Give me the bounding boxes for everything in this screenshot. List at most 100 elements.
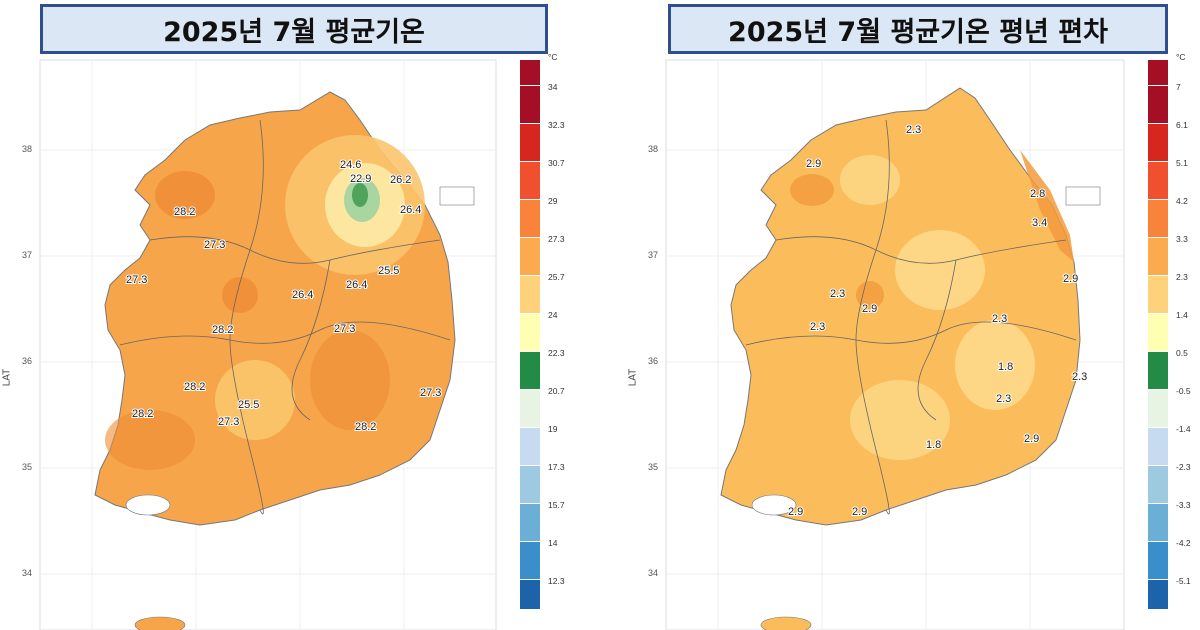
legend-swatch bbox=[1148, 60, 1168, 86]
lat-tick: 37 bbox=[648, 250, 659, 260]
contour-label: 27.3 bbox=[218, 416, 239, 428]
legend-swatch bbox=[1148, 200, 1168, 238]
contour-label: 24.6 bbox=[340, 159, 361, 171]
contour-label: 28.2 bbox=[355, 421, 376, 433]
legend-label: 34 bbox=[548, 82, 558, 92]
contour-label: 26.2 bbox=[390, 174, 411, 186]
contour-label: 26.4 bbox=[292, 289, 313, 301]
legend-swatch bbox=[520, 276, 540, 314]
contour-label: 2.9 bbox=[852, 506, 867, 518]
legend-swatch bbox=[1148, 542, 1168, 580]
legend-label: 25.7 bbox=[548, 272, 565, 282]
legend-label: 5.1 bbox=[1176, 158, 1188, 168]
legend-label: 17.3 bbox=[548, 462, 565, 472]
legend-unit: °C bbox=[1176, 52, 1186, 62]
legend-swatch bbox=[1148, 390, 1168, 428]
lat-tick: 36 bbox=[22, 356, 33, 366]
legend-label: 30.7 bbox=[548, 158, 565, 168]
legend-swatch bbox=[1148, 238, 1168, 276]
legend-label: -3.3 bbox=[1176, 500, 1191, 510]
contour-label: 26.4 bbox=[346, 279, 367, 291]
legend-swatch bbox=[520, 60, 540, 86]
lat-tick: 34 bbox=[22, 568, 33, 578]
legend-swatch bbox=[520, 200, 540, 238]
contour-label: 26.4 bbox=[400, 204, 421, 216]
legend-swatch bbox=[1148, 276, 1168, 314]
legend-label: 12.3 bbox=[548, 576, 565, 586]
legend-label: 7 bbox=[1176, 82, 1181, 92]
legend-label: 1.4 bbox=[1176, 310, 1188, 320]
legend-label: 3.3 bbox=[1176, 234, 1188, 244]
contour-label: 27.3 bbox=[334, 323, 355, 335]
legend-unit: °C bbox=[548, 52, 558, 62]
legend-swatch bbox=[520, 124, 540, 162]
contour-label: 28.2 bbox=[212, 324, 233, 336]
legend-label: 15.7 bbox=[548, 500, 565, 510]
legend-swatch bbox=[520, 504, 540, 542]
legend-swatch bbox=[1148, 504, 1168, 542]
contour-label: 2.3 bbox=[906, 124, 921, 136]
contour-label: 25.5 bbox=[238, 399, 259, 411]
contour-label: 27.3 bbox=[126, 274, 147, 286]
legend-label: 27.3 bbox=[548, 234, 565, 244]
lat-axis-label: LAT bbox=[627, 368, 639, 387]
legend-swatch bbox=[1148, 162, 1168, 200]
lat-tick: 35 bbox=[22, 462, 33, 472]
legend-swatch bbox=[520, 580, 540, 610]
legend-swatch bbox=[520, 86, 540, 124]
contour-label: 2.9 bbox=[1063, 273, 1078, 285]
panel-title: 2025년 7월 평균기온 bbox=[40, 4, 548, 54]
contour-label: 2.8 bbox=[1030, 188, 1045, 200]
contour-label: 2.3 bbox=[1072, 371, 1087, 383]
contour-label: 25.5 bbox=[378, 265, 399, 277]
contour-label: 28.2 bbox=[184, 381, 205, 393]
legend-label: 2.3 bbox=[1176, 272, 1188, 282]
legend-label: 29 bbox=[548, 196, 558, 206]
legend-swatch bbox=[520, 162, 540, 200]
legend-label: 6.1 bbox=[1176, 120, 1188, 130]
legend-label: 32.3 bbox=[548, 120, 565, 130]
contour-label: 2.3 bbox=[810, 321, 825, 333]
contour-labels: 24.6 22.9 26.2 26.4 28.2 27.3 27.3 25.5 … bbox=[125, 158, 442, 434]
legend-swatch bbox=[1148, 352, 1168, 390]
contour-label: 2.3 bbox=[830, 288, 845, 300]
temperature-map: 24.6 22.9 26.2 26.4 28.2 27.3 27.3 25.5 … bbox=[39, 59, 497, 630]
contour-label: 2.9 bbox=[1024, 433, 1039, 445]
legend-label: -0.5 bbox=[1176, 386, 1191, 396]
color-legend bbox=[520, 60, 546, 610]
anomaly-map: 2.3 2.9 2.8 3.4 2.9 2.3 2.9 2.3 2.3 1.8 … bbox=[665, 59, 1125, 630]
legend-label: 14 bbox=[548, 538, 558, 548]
lat-axis-label: LAT bbox=[1, 368, 13, 387]
contour-label: 2.9 bbox=[788, 506, 803, 518]
legend-swatch bbox=[1148, 428, 1168, 466]
legend-swatch bbox=[1148, 86, 1168, 124]
legend-swatch bbox=[520, 314, 540, 352]
contour-label: 22.9 bbox=[350, 173, 371, 185]
legend-swatch bbox=[520, 428, 540, 466]
lat-tick: 38 bbox=[648, 144, 659, 154]
legend-swatch bbox=[520, 352, 540, 390]
contour-label: 3.4 bbox=[1032, 217, 1047, 229]
legend-label: -4.2 bbox=[1176, 538, 1191, 548]
lat-tick: 37 bbox=[22, 250, 33, 260]
legend-swatch bbox=[520, 466, 540, 504]
legend-label: -2.3 bbox=[1176, 462, 1191, 472]
contour-label: 28.2 bbox=[132, 408, 153, 420]
legend-label: 0.5 bbox=[1176, 348, 1188, 358]
legend-swatch bbox=[520, 390, 540, 428]
contour-label: 2.3 bbox=[992, 313, 1007, 325]
legend-label: 22.3 bbox=[548, 348, 565, 358]
legend-label: 19 bbox=[548, 424, 558, 434]
contour-labels: 2.3 2.9 2.8 3.4 2.9 2.3 2.9 2.3 2.3 1.8 … bbox=[787, 123, 1088, 519]
contour-label: 2.3 bbox=[996, 393, 1011, 405]
lat-tick: 38 bbox=[22, 144, 33, 154]
contour-label: 1.8 bbox=[926, 439, 941, 451]
lat-tick: 34 bbox=[648, 568, 659, 578]
contour-label: 1.8 bbox=[998, 361, 1013, 373]
legend-label: 4.2 bbox=[1176, 196, 1188, 206]
panel-title: 2025년 7월 평균기온 평년 편차 bbox=[668, 4, 1168, 54]
lat-tick: 35 bbox=[648, 462, 659, 472]
legend-label: 20.7 bbox=[548, 386, 565, 396]
contour-label: 2.9 bbox=[862, 303, 877, 315]
lat-tick: 36 bbox=[648, 356, 659, 366]
